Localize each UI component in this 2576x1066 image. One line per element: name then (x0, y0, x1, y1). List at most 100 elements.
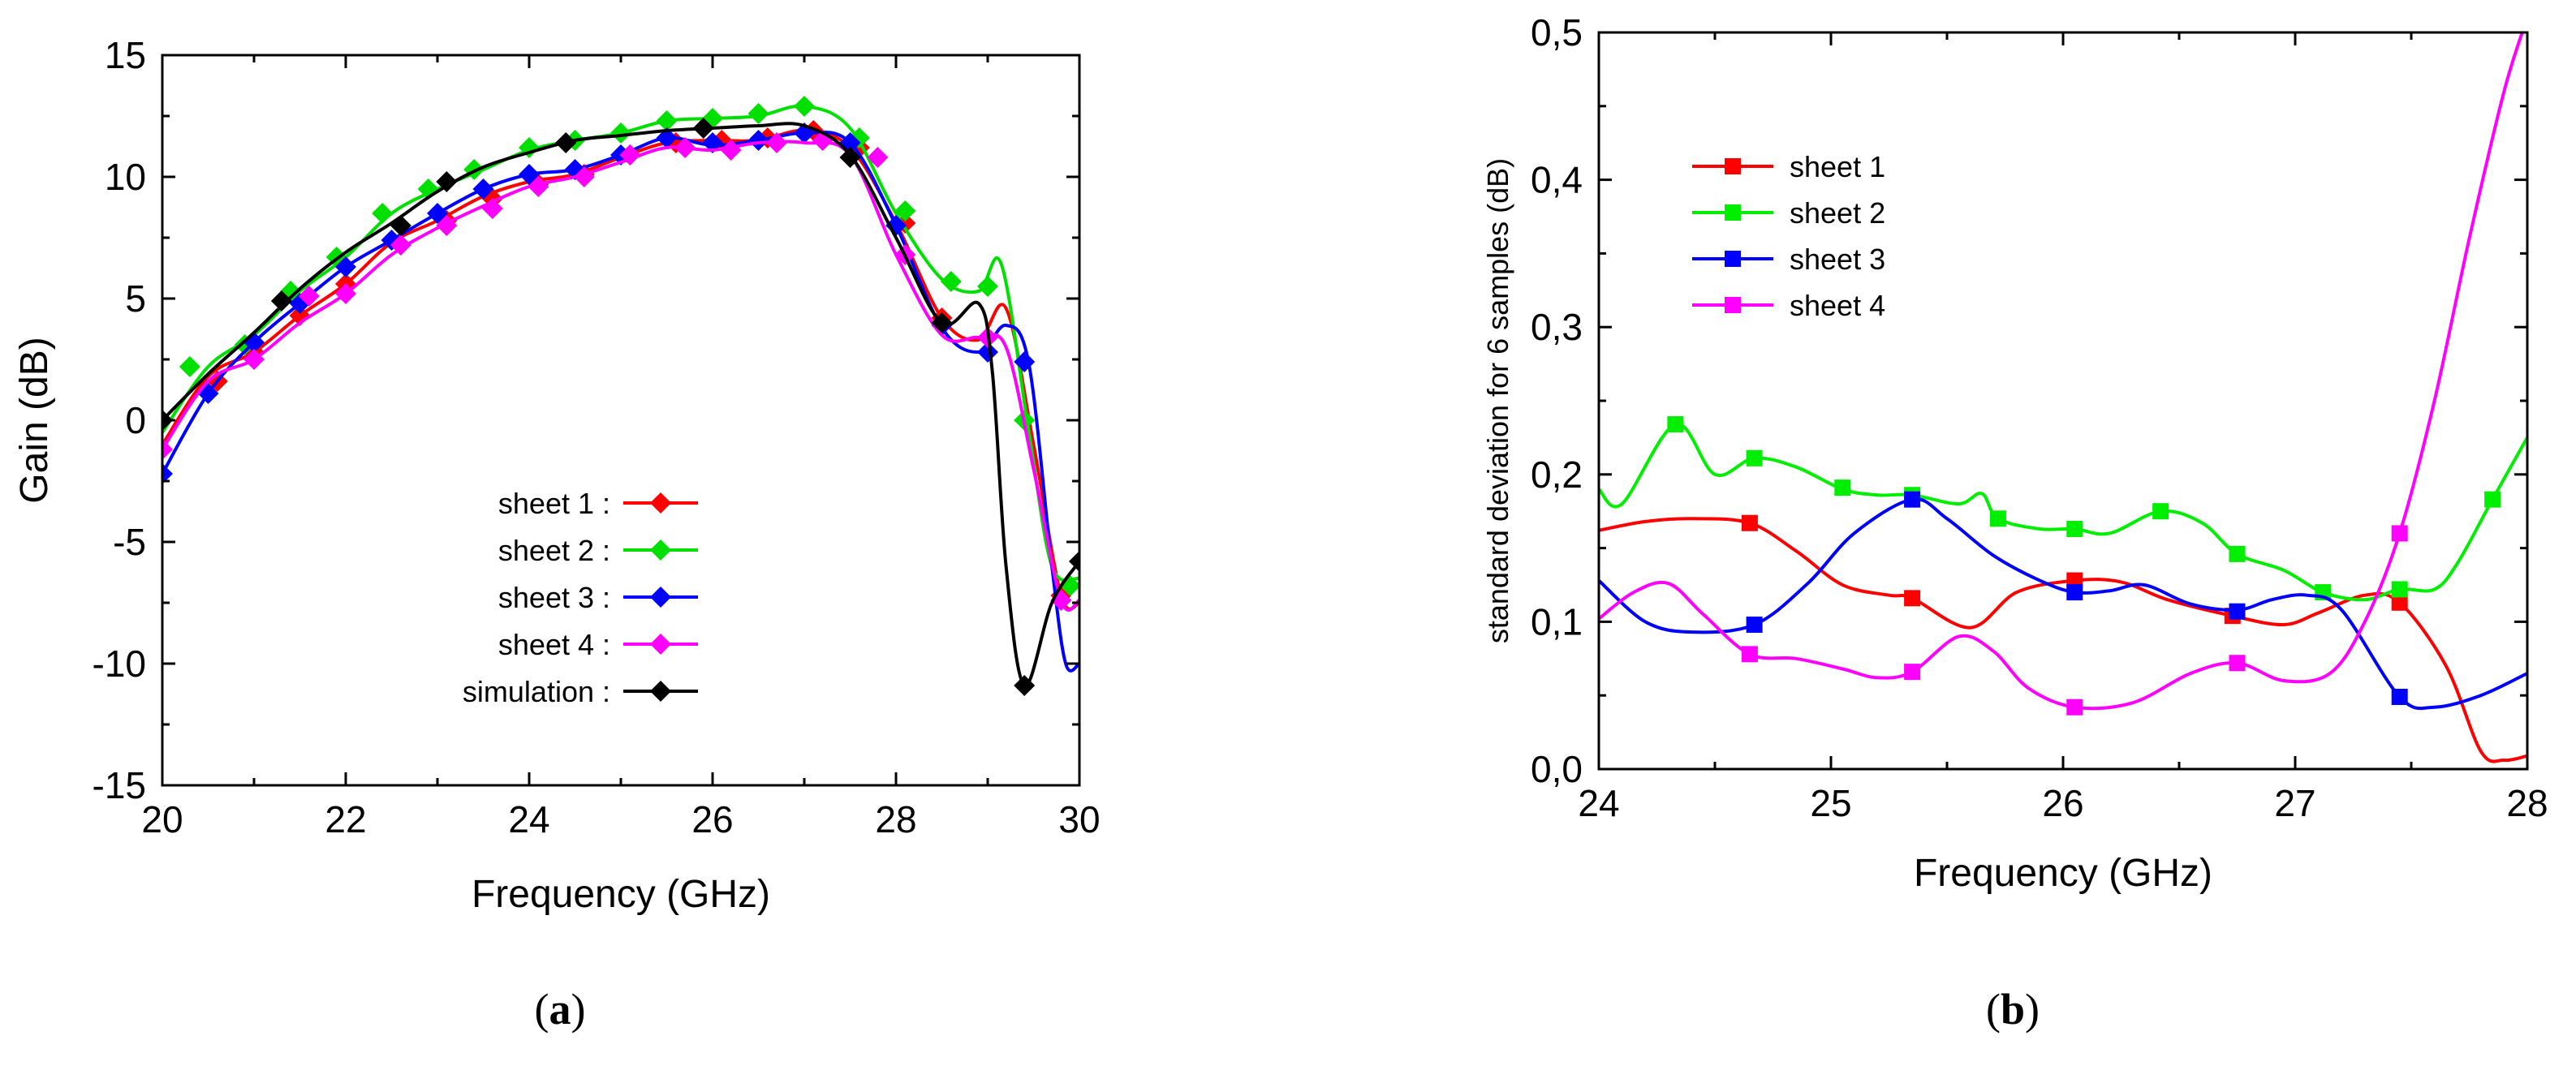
data-point (1014, 675, 1036, 696)
legend: sheet 1 : sheet 2 : sheet 3 : sheet 4 : simu… (463, 487, 698, 708)
legend-swatch-marker (650, 634, 671, 655)
plot-frame (1597, 31, 2529, 771)
y-tick-label: 15 (105, 34, 146, 76)
legend-swatch-marker (650, 587, 671, 608)
series-line (1599, 32, 2524, 711)
x-tick-label: 24 (508, 798, 549, 840)
data-point (528, 176, 549, 197)
data-point (162, 463, 173, 484)
y-tick-label: 0 (125, 399, 146, 441)
y-tick-label: 0,5 (1531, 11, 1583, 54)
legend-swatch-marker (650, 492, 671, 514)
legend: sheet 1 sheet 2 sheet 3 sheet 4 (1692, 150, 1885, 322)
legend-item: sheet 1 (1692, 150, 1885, 183)
legend-label: sheet 2 (1790, 196, 1885, 230)
y-tick-label: 0,4 (1531, 159, 1583, 201)
series-line (162, 104, 1079, 582)
data-point (519, 164, 540, 185)
data-point (573, 166, 595, 187)
legend-item: sheet 3 (1692, 243, 1885, 276)
data-point (1904, 590, 1921, 607)
data-point (1904, 664, 1921, 681)
data-point (940, 271, 962, 292)
legend-label: sheet 4 (1790, 289, 1885, 322)
x-tick-label: 26 (2042, 782, 2083, 824)
x-tick-label: 20 (141, 798, 183, 840)
y-axis-title: Gain (dB) (13, 337, 56, 503)
legend-label: simulation : (463, 675, 610, 708)
y-tick-label: 10 (105, 156, 146, 198)
legend-swatch-marker (1725, 297, 1741, 313)
panel-caption: (b) (1986, 985, 2040, 1034)
data-point (977, 276, 998, 297)
legend-swatch-marker (1725, 204, 1741, 221)
y-tick-label: 5 (125, 277, 146, 320)
x-tick-label: 26 (691, 798, 733, 840)
data-point (2391, 689, 2408, 706)
data-point (674, 137, 696, 158)
chart-panel-b: 24 25 26 27 28 0,0 0,1 0,2 0,3 0,4 0,5 Frequency (G… (1481, 11, 2548, 1034)
data-point (1014, 351, 1036, 372)
legend-item: sheet 4 (1692, 289, 1885, 322)
x-tick-label: 24 (1578, 782, 1619, 824)
data-point (555, 132, 577, 153)
data-point (2152, 503, 2169, 520)
data-point (390, 234, 411, 256)
x-axis-title: Frequency (GHz) (472, 873, 770, 916)
data-point (481, 198, 503, 219)
series-line (162, 130, 1079, 673)
data-point (2391, 525, 2408, 542)
data-point (2391, 581, 2408, 598)
series-group (162, 96, 1079, 696)
data-point (656, 110, 678, 131)
legend-swatch-marker (1725, 251, 1741, 267)
legend-item: sheet 2 : (498, 534, 698, 567)
series-sheet-1 (1599, 514, 2527, 763)
data-point (1989, 510, 2006, 527)
data-point (2066, 584, 2083, 601)
data-point (977, 342, 998, 363)
y-tick-label: -10 (93, 643, 146, 685)
data-point (692, 118, 714, 139)
data-point (243, 349, 265, 370)
data-point (720, 140, 742, 161)
series-line (162, 122, 1079, 688)
x-tick-label: 27 (2274, 782, 2315, 824)
data-point (335, 283, 356, 304)
data-point (472, 178, 494, 200)
data-point (2066, 698, 2083, 716)
data-point (270, 290, 292, 312)
data-point (1746, 617, 1763, 634)
x-tick-label: 25 (1810, 782, 1851, 824)
x-axis-title: Frequency (GHz) (1914, 852, 2212, 895)
data-point (390, 215, 411, 236)
data-point (179, 356, 200, 377)
series-sheet-3 (1599, 491, 2527, 711)
y-tick-label: 0,0 (1531, 748, 1583, 790)
series-sheet-1 (162, 120, 1079, 611)
series-line (1599, 423, 2527, 602)
legend-label: sheet 1 (1790, 150, 1885, 183)
data-point (1667, 416, 1684, 433)
data-point (1746, 449, 1763, 466)
legend-swatch-marker (650, 681, 671, 702)
series-line (162, 140, 1079, 612)
data-point (162, 439, 173, 460)
y-tick-label: 0,2 (1531, 453, 1583, 496)
x-tick-label: 22 (325, 798, 366, 840)
x-tick-label: 28 (2506, 782, 2548, 824)
data-point (619, 144, 641, 165)
data-point (2229, 655, 2246, 672)
legend-label: sheet 1 : (498, 487, 610, 520)
x-tick-label: 30 (1058, 798, 1100, 840)
data-point (894, 200, 916, 221)
series-group (1599, 32, 2527, 763)
data-point (427, 203, 448, 224)
legend-item: sheet 2 (1692, 196, 1885, 230)
legend-swatch-marker (1725, 158, 1741, 174)
data-point (931, 312, 953, 333)
series-sheet-2 (162, 96, 1079, 596)
series-sheet-4 (1599, 32, 2524, 716)
legend-swatch-marker (650, 539, 671, 561)
